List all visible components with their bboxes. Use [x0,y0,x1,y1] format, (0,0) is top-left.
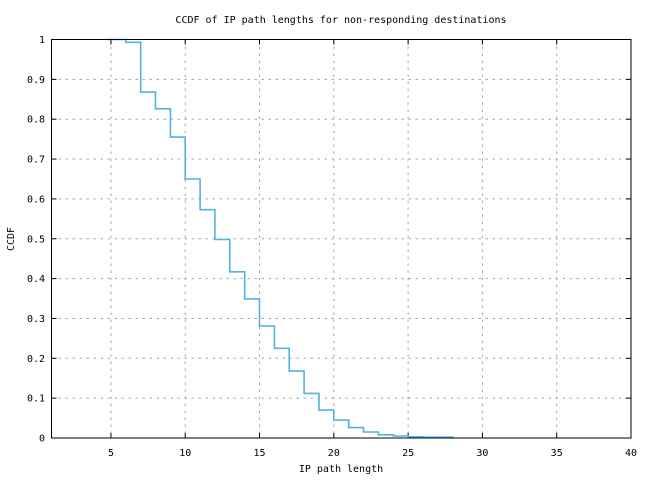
x-tick-label: 10 [179,448,191,459]
y-tick-label: 0.9 [27,75,45,86]
y-tick-label: 0.7 [27,155,45,166]
x-tick-label: 35 [551,448,563,459]
y-axis-label: CCDF [6,227,17,251]
x-tick-label: 5 [108,448,114,459]
y-tick-label: 0 [39,434,45,445]
y-tick-label: 0.5 [27,234,45,245]
x-tick-label: 25 [402,448,414,459]
y-tick-label: 0.3 [27,314,45,325]
x-tick-label: 40 [625,448,637,459]
y-tick-label: 0.1 [27,394,45,405]
y-tick-label: 0.4 [27,274,45,285]
y-tick-label: 1 [39,35,45,46]
plot-frame [51,39,632,439]
x-tick-labels: 5 10 15 20 25 30 35 40 [108,448,637,459]
y-tick-labels: 0 0.1 0.2 0.3 0.4 0.5 0.6 0.7 0.8 0.9 1 [27,35,45,445]
grid-layer [51,39,631,438]
tick-layer [51,39,632,439]
x-axis-label: IP path length [299,464,383,475]
y-tick-label: 0.2 [27,354,45,365]
chart-title: CCDF of IP path lengths for non-respondi… [175,15,506,26]
y-tick-label: 0.8 [27,115,45,126]
y-tick-label: 0.6 [27,194,45,205]
x-tick-label: 30 [476,448,488,459]
x-tick-label: 15 [254,448,266,459]
x-tick-label: 20 [328,448,340,459]
ccdf-step-line [107,38,455,439]
